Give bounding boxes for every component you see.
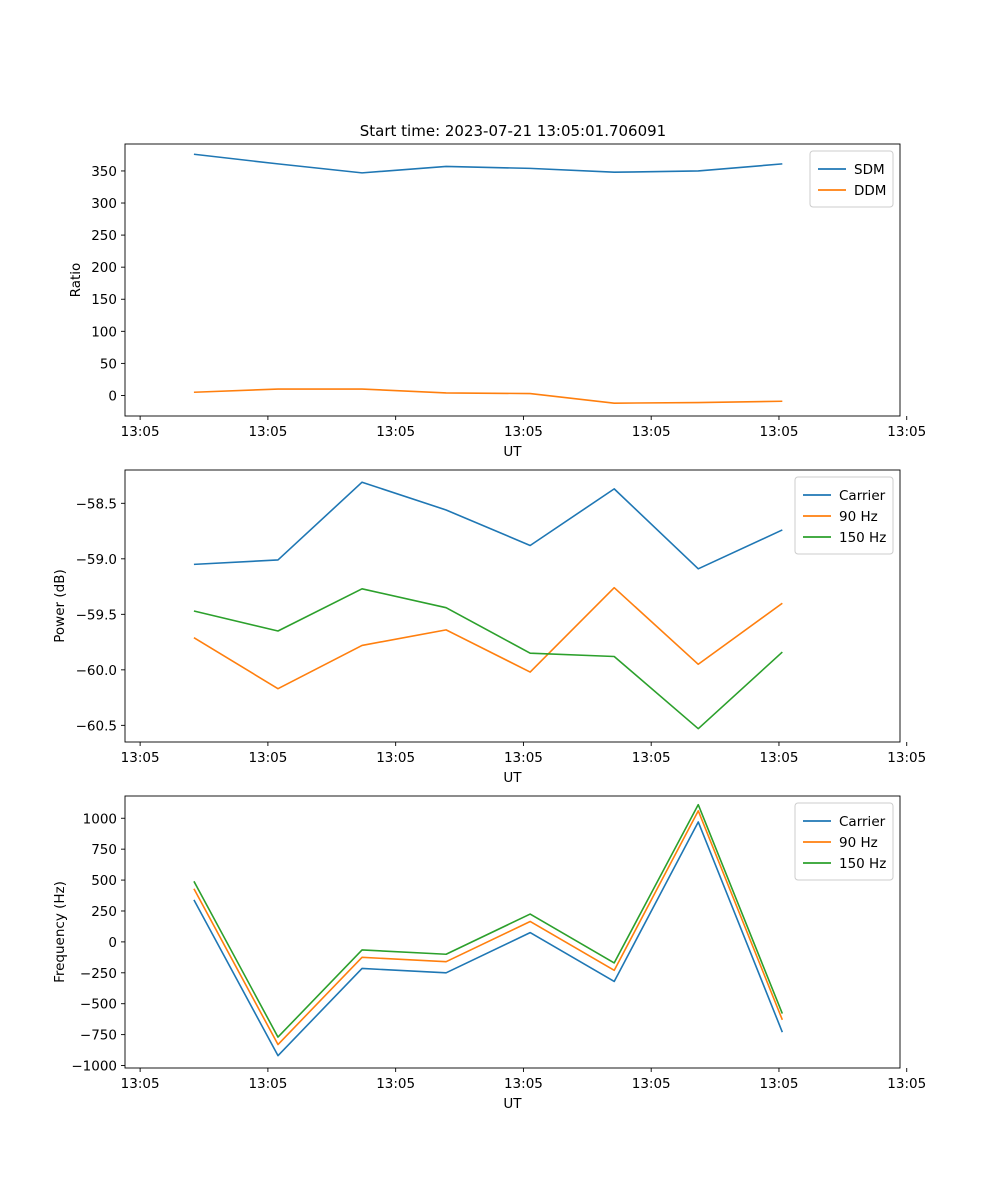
x-axis-label: UT: [503, 444, 522, 460]
legend-label: 150 Hz: [839, 530, 886, 546]
series-line-sdm: [193, 153, 783, 174]
x-tick-label: 13:05: [504, 424, 543, 440]
series-line-150-hz: [193, 803, 784, 1038]
x-tick-label: 13:05: [121, 424, 160, 440]
x-tick-label: 13:05: [760, 424, 799, 440]
legend-box: [794, 802, 894, 881]
x-tick-label: 13:05: [248, 424, 287, 440]
legend-box: [809, 150, 894, 208]
x-axis-label: UT: [503, 770, 522, 786]
x-tick-label: 13:05: [504, 1076, 543, 1092]
y-tick-label: −59.5: [76, 607, 117, 623]
legend: Carrier 90 Hz 150 Hz: [794, 476, 894, 555]
legend-label: 90 Hz: [839, 835, 878, 851]
y-axis-label: Power (dB): [52, 569, 68, 642]
x-tick-label: 13:05: [376, 1076, 415, 1092]
x-tick-label: 13:05: [887, 1076, 926, 1092]
x-axis-label: UT: [503, 1096, 522, 1112]
y-axis-label: Ratio: [68, 263, 84, 298]
legend: SDM DDM: [809, 150, 894, 208]
y-tick-label: 250: [91, 228, 117, 244]
y-tick-label: −500: [80, 997, 117, 1013]
legend-label: SDM: [854, 162, 885, 178]
y-axis-label: Frequency (Hz): [52, 881, 68, 983]
legend-label: 150 Hz: [839, 856, 886, 872]
axes-frame: [124, 469, 901, 743]
x-tick-label: 13:05: [121, 1076, 160, 1092]
y-tick-label: 500: [91, 873, 117, 889]
y-tick-label: 100: [91, 324, 117, 340]
legend-label: 90 Hz: [839, 509, 878, 525]
y-tick-label: 300: [91, 196, 117, 212]
y-tick-label: −60.5: [76, 718, 117, 734]
x-tick-label: 13:05: [504, 750, 543, 766]
y-tick-label: −59.0: [76, 552, 117, 568]
x-tick-label: 13:05: [632, 424, 671, 440]
y-tick-label: −1000: [71, 1059, 117, 1075]
axes-frame: [124, 795, 901, 1069]
series-line-ddm: [193, 388, 783, 404]
chart-panel-2: 13:05 13:05 13:05 13:05 13:05 13:05 13:05−60.5…: [52, 469, 926, 786]
y-tick-label: −250: [80, 966, 117, 982]
series-line-90-hz: [193, 586, 783, 690]
x-tick-label: 13:05: [248, 1076, 287, 1092]
y-tick-label: −750: [80, 1028, 117, 1044]
x-tick-label: 13:05: [376, 424, 415, 440]
series-line-90-hz: [193, 810, 784, 1046]
x-tick-label: 13:05: [760, 750, 799, 766]
x-tick-label: 13:05: [887, 750, 926, 766]
y-tick-label: 250: [91, 904, 117, 920]
chart-panel-3: 13:05 13:05 13:05 13:05 13:05 13:05 13:05−1000…: [52, 795, 926, 1112]
x-tick-label: 13:05: [376, 750, 415, 766]
y-tick-label: −60.0: [76, 663, 117, 679]
axes-frame: [124, 143, 901, 417]
series-line-150-hz: [193, 587, 783, 730]
x-tick-label: 13:05: [760, 1076, 799, 1092]
x-tick-label: 13:05: [632, 1076, 671, 1092]
legend: Carrier 90 Hz 150 Hz: [794, 802, 894, 881]
legend-box: [794, 476, 894, 555]
x-tick-label: 13:05: [887, 424, 926, 440]
y-tick-label: 50: [100, 356, 117, 372]
y-tick-label: 0: [108, 935, 117, 951]
legend-label: Carrier: [839, 488, 886, 504]
y-tick-label: 0: [108, 388, 117, 404]
series-line-carrier: [193, 821, 784, 1057]
y-tick-label: 750: [91, 842, 117, 858]
figure-title: Start time: 2023-07-21 13:05:01.706091: [360, 122, 666, 140]
x-tick-label: 13:05: [632, 750, 671, 766]
legend-label: Carrier: [839, 814, 886, 830]
y-tick-label: 1000: [83, 811, 117, 827]
y-tick-label: 150: [91, 292, 117, 308]
series-line-carrier: [193, 481, 783, 570]
y-tick-label: −58.5: [76, 496, 117, 512]
y-tick-label: 200: [91, 260, 117, 276]
y-tick-label: 350: [91, 164, 117, 180]
x-tick-label: 13:05: [121, 750, 160, 766]
x-tick-label: 13:05: [248, 750, 287, 766]
legend-label: DDM: [854, 183, 886, 199]
chart-panel-1: 13:05 13:05 13:05 13:05 13:05 13:05 13:05 0 50 10…: [68, 143, 926, 460]
